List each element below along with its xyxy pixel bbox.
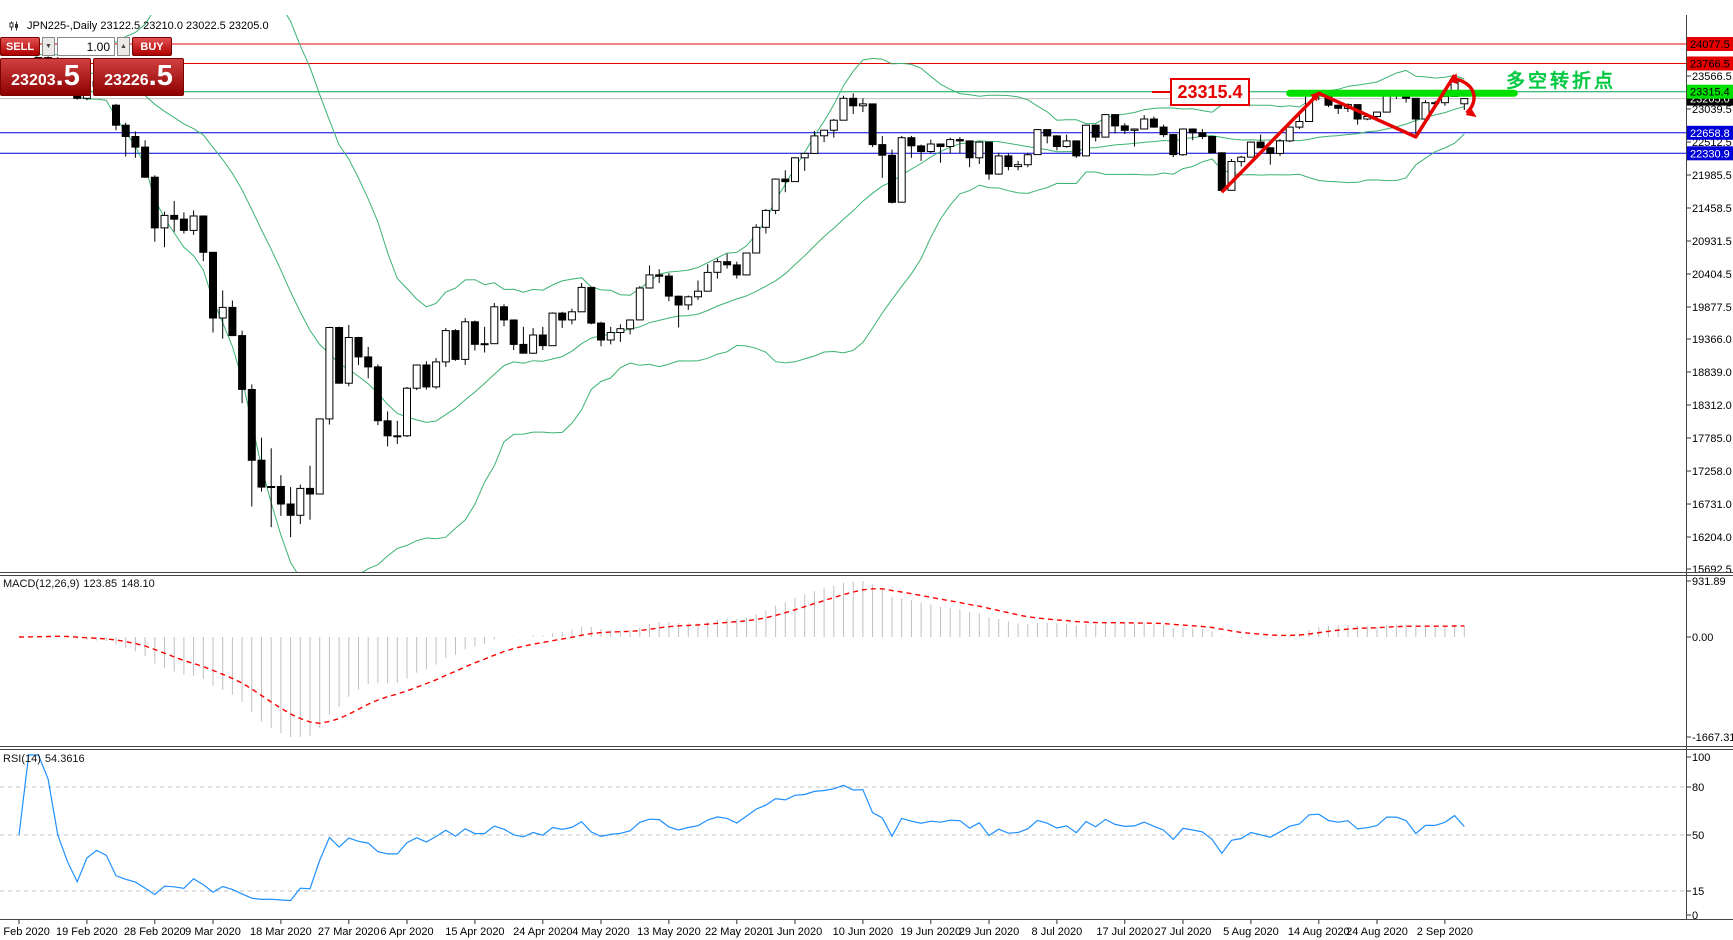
- sell-price-frac: .5: [55, 60, 80, 92]
- svg-text:4 May 2020: 4 May 2020: [572, 926, 629, 938]
- svg-text:23315.4: 23315.4: [1690, 87, 1730, 99]
- svg-text:10 Jun 2020: 10 Jun 2020: [833, 926, 894, 938]
- volume-up-icon[interactable]: ▲: [117, 37, 130, 56]
- svg-text:20404.5: 20404.5: [1692, 269, 1732, 281]
- svg-text:13 May 2020: 13 May 2020: [637, 926, 701, 938]
- svg-text:19 Feb 2020: 19 Feb 2020: [56, 926, 118, 938]
- svg-text:100: 100: [1692, 752, 1710, 764]
- svg-text:16204.0: 16204.0: [1692, 532, 1732, 544]
- svg-text:27 Mar 2020: 27 Mar 2020: [318, 926, 380, 938]
- svg-text:22 May 2020: 22 May 2020: [705, 926, 769, 938]
- svg-text:50: 50: [1692, 830, 1704, 842]
- rsi-value: 54.3616: [44, 753, 85, 765]
- svg-text:24 Aug 2020: 24 Aug 2020: [1346, 926, 1408, 938]
- symbol-info-line: JPN225-,Daily 23122.5 23210.0 23022.5 23…: [5, 19, 269, 32]
- svg-text:21458.5: 21458.5: [1692, 203, 1732, 215]
- svg-text:5 Aug 2020: 5 Aug 2020: [1223, 926, 1279, 938]
- volume-down-icon[interactable]: ▼: [42, 37, 55, 56]
- macd-value: 123.85: [83, 578, 118, 590]
- svg-text:16731.0: 16731.0: [1692, 499, 1732, 511]
- svg-text:18312.0: 18312.0: [1692, 400, 1732, 412]
- svg-text:19366.0: 19366.0: [1692, 334, 1732, 346]
- buy-quote-box[interactable]: 23226 .5: [93, 58, 184, 96]
- symbol-ohlc-text: JPN225-,Daily 23122.5 23210.0 23022.5 23…: [27, 19, 269, 32]
- sell-price-main: 23203: [11, 72, 56, 89]
- svg-text:-1667.31: -1667.31: [1692, 732, 1733, 744]
- buy-price-frac: .5: [148, 60, 173, 92]
- buy-price-main: 23226: [104, 72, 149, 89]
- svg-text:22658.8: 22658.8: [1690, 128, 1730, 140]
- svg-text:15: 15: [1692, 886, 1704, 898]
- rsi-pane-label: RSI(14) 54.3616: [3, 753, 89, 765]
- svg-text:8 Jul 2020: 8 Jul 2020: [1032, 926, 1083, 938]
- svg-text:21985.5: 21985.5: [1692, 170, 1732, 182]
- svg-text:18 Mar 2020: 18 Mar 2020: [250, 926, 312, 938]
- svg-text:0.00: 0.00: [1692, 632, 1713, 644]
- macd-pane-label: MACD(12,26,9) 123.85 148.10: [3, 578, 159, 590]
- macd-signal-value: 148.10: [121, 578, 155, 590]
- svg-text:24077.5: 24077.5: [1690, 39, 1730, 51]
- sell-button[interactable]: SELL: [0, 37, 40, 56]
- svg-text:10 Feb 2020: 10 Feb 2020: [0, 926, 50, 938]
- svg-text:17258.0: 17258.0: [1692, 466, 1732, 478]
- chart-symbol-icon: [5, 19, 23, 32]
- svg-text:1 Jun 2020: 1 Jun 2020: [768, 926, 822, 938]
- turning-point-label: 多空转折点: [1506, 71, 1617, 92]
- svg-text:22330.9: 22330.9: [1690, 148, 1730, 160]
- svg-text:14 Aug 2020: 14 Aug 2020: [1288, 926, 1350, 938]
- svg-text:22512.5: 22512.5: [1692, 137, 1732, 149]
- svg-text:28 Feb 2020: 28 Feb 2020: [124, 926, 186, 938]
- svg-text:2 Sep 2020: 2 Sep 2020: [1417, 926, 1473, 938]
- svg-text:80: 80: [1692, 782, 1704, 794]
- svg-text:6 Apr 2020: 6 Apr 2020: [380, 926, 433, 938]
- svg-text:17 Jul 2020: 17 Jul 2020: [1096, 926, 1153, 938]
- svg-text:19877.5: 19877.5: [1692, 302, 1732, 314]
- svg-text:20931.5: 20931.5: [1692, 236, 1732, 248]
- volume-input[interactable]: [57, 37, 115, 56]
- svg-text:931.89: 931.89: [1692, 576, 1726, 588]
- svg-text:9 Mar 2020: 9 Mar 2020: [185, 926, 241, 938]
- svg-text:23766.5: 23766.5: [1690, 59, 1730, 71]
- svg-text:15692.5: 15692.5: [1692, 564, 1732, 576]
- svg-text:19 Jun 2020: 19 Jun 2020: [901, 926, 962, 938]
- svg-text:27 Jul 2020: 27 Jul 2020: [1155, 926, 1212, 938]
- macd-title: MACD(12,26,9): [3, 578, 80, 590]
- svg-text:23039.5: 23039.5: [1692, 104, 1732, 116]
- sell-quote-box[interactable]: 23203 .5: [0, 58, 91, 96]
- buy-button[interactable]: BUY: [132, 37, 172, 56]
- svg-text:15 Apr 2020: 15 Apr 2020: [445, 926, 504, 938]
- svg-text:23566.5: 23566.5: [1692, 71, 1732, 83]
- one-click-trading-widget: SELL ▼ ▲ BUY 23203 .5 23226 .5: [0, 37, 184, 96]
- svg-text:18839.0: 18839.0: [1692, 367, 1732, 379]
- rsi-title: RSI(14): [3, 753, 41, 765]
- svg-text:0: 0: [1692, 910, 1698, 922]
- price-callout-box: 23315.4: [1170, 78, 1250, 106]
- svg-text:17785.0: 17785.0: [1692, 433, 1732, 445]
- svg-text:29 Jun 2020: 29 Jun 2020: [959, 926, 1020, 938]
- svg-text:24 Apr 2020: 24 Apr 2020: [513, 926, 572, 938]
